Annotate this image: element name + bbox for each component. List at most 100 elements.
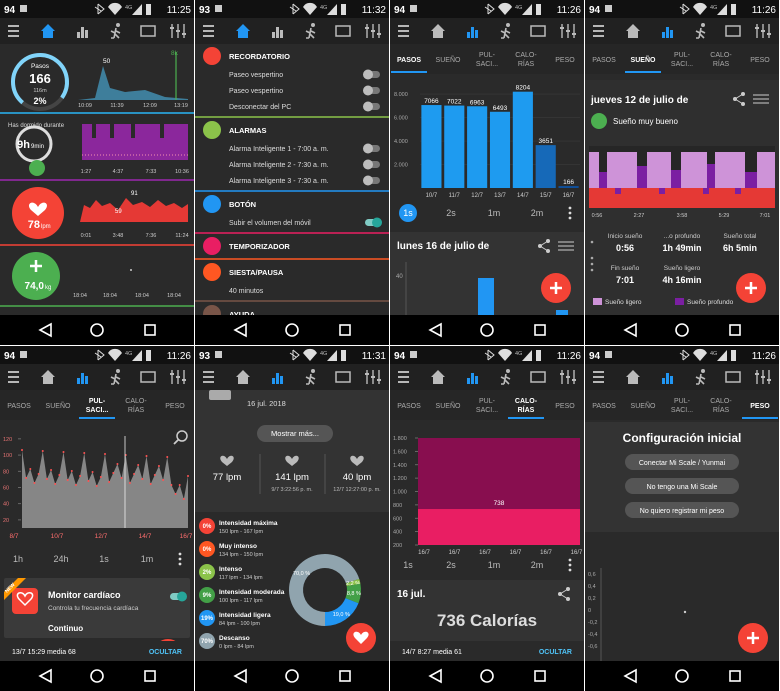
toggle-knob[interactable] xyxy=(363,175,373,186)
tab-label: SUEÑO xyxy=(631,55,656,64)
section-item: Alarma Inteligente 2 - 7:30 a. m. xyxy=(229,162,329,169)
heart-rate-point xyxy=(170,484,173,486)
back-button[interactable] xyxy=(233,322,247,338)
label: 2% xyxy=(33,96,46,106)
menu-dot xyxy=(178,552,182,556)
recents-button[interactable] xyxy=(534,670,546,682)
stat-label: Sueño total xyxy=(724,233,757,240)
home-button[interactable] xyxy=(675,323,689,337)
back-button[interactable] xyxy=(428,322,442,338)
sleep-phase xyxy=(607,152,637,188)
home-button[interactable] xyxy=(285,669,299,683)
zone-range: 0 lpm - 84 lpm xyxy=(219,644,254,650)
stats-icon xyxy=(662,32,665,38)
status-icon xyxy=(215,5,222,12)
bar xyxy=(421,105,442,188)
back-button[interactable] xyxy=(233,668,247,684)
heart-rate-point xyxy=(62,451,65,453)
zone-badge xyxy=(199,518,215,534)
steps-ring xyxy=(10,53,69,111)
home-icon xyxy=(431,24,445,38)
back-button[interactable] xyxy=(623,322,637,338)
hide-button[interactable]: OCULTAR xyxy=(149,649,182,656)
toggle-knob[interactable] xyxy=(363,69,373,80)
hide-button[interactable]: OCULTAR xyxy=(539,649,572,656)
setup-button[interactable] xyxy=(625,478,739,494)
status-icon xyxy=(484,3,495,15)
label: 0:01 xyxy=(81,233,92,239)
status-icon xyxy=(717,350,727,361)
status-icon xyxy=(108,348,122,361)
recents-button[interactable] xyxy=(144,324,156,336)
setup-button[interactable] xyxy=(625,502,739,518)
home-button[interactable] xyxy=(675,669,689,683)
heart-rate-point xyxy=(108,481,111,483)
toggle-knob[interactable] xyxy=(372,217,382,228)
toolbar xyxy=(195,18,389,44)
label: lunes 16 de julio de xyxy=(397,241,490,252)
navigation-bar xyxy=(390,661,584,691)
donut-label: 2,2 % xyxy=(346,581,360,587)
toolbar xyxy=(585,18,779,44)
y-tick-label: -0,2 xyxy=(588,620,597,626)
y-tick-label: 600 xyxy=(393,516,402,522)
status-time: 11:26 xyxy=(752,351,777,362)
sleep-phase xyxy=(599,172,607,188)
stats-icon xyxy=(85,376,88,384)
toggle-knob[interactable] xyxy=(363,85,373,96)
notification-icon xyxy=(725,371,741,383)
status-icon xyxy=(717,4,727,15)
home-button[interactable] xyxy=(480,669,494,683)
recents-button[interactable] xyxy=(534,324,546,336)
y-tick-label: 1.200 xyxy=(393,476,407,482)
tab-label: PASOS xyxy=(7,403,31,410)
home-button[interactable] xyxy=(90,323,104,337)
status-icon xyxy=(132,350,142,361)
recents-button[interactable] xyxy=(729,324,741,336)
status-icon xyxy=(605,351,612,358)
home-button[interactable] xyxy=(285,323,299,337)
back-button[interactable] xyxy=(623,668,637,684)
navigation-bar xyxy=(0,661,194,691)
heart-icon xyxy=(28,202,48,216)
tab-indicator xyxy=(742,417,778,419)
y-tick-label: 800 xyxy=(393,503,402,509)
navigation-bar xyxy=(195,315,389,345)
tab-label: PASOS xyxy=(592,57,616,64)
recents-button[interactable] xyxy=(339,670,351,682)
tab-label: PASOS xyxy=(397,57,421,64)
zone-range: 84 lpm - 100 lpm xyxy=(219,621,260,627)
toggle-knob[interactable] xyxy=(363,143,373,154)
recents-button[interactable] xyxy=(339,324,351,336)
stat-value: 0:56 xyxy=(616,243,634,253)
toggle-knob[interactable] xyxy=(363,159,373,170)
recents-button[interactable] xyxy=(729,670,741,682)
home-button[interactable] xyxy=(480,323,494,337)
toggle-knob[interactable] xyxy=(177,591,187,602)
label: Controla tu frecuencia cardíaca xyxy=(48,605,139,612)
back-button[interactable] xyxy=(38,322,52,338)
setup-button[interactable] xyxy=(625,454,739,470)
toggle-knob[interactable] xyxy=(363,101,373,112)
status-icon xyxy=(731,4,736,15)
sleep-awake-gap xyxy=(659,188,665,194)
settings-icon xyxy=(566,376,570,378)
toolbar xyxy=(390,18,584,44)
status-bar xyxy=(0,0,194,18)
more-button[interactable] xyxy=(257,425,333,442)
status-network: 4G xyxy=(515,351,522,357)
status-time: 11:25 xyxy=(167,5,192,16)
stats-icon xyxy=(475,376,478,384)
back-button[interactable] xyxy=(38,668,52,684)
tab-label: SACI... xyxy=(671,407,693,414)
back-button[interactable] xyxy=(428,668,442,684)
recents-button[interactable] xyxy=(144,670,156,682)
tab-bar xyxy=(585,390,779,420)
status-icon xyxy=(289,349,300,361)
toolbar xyxy=(0,18,194,44)
zone-badge xyxy=(199,587,215,603)
monitor-icon-heart xyxy=(16,591,34,607)
sleep-phase xyxy=(715,152,745,188)
activity-icon xyxy=(500,373,511,385)
home-button[interactable] xyxy=(90,669,104,683)
